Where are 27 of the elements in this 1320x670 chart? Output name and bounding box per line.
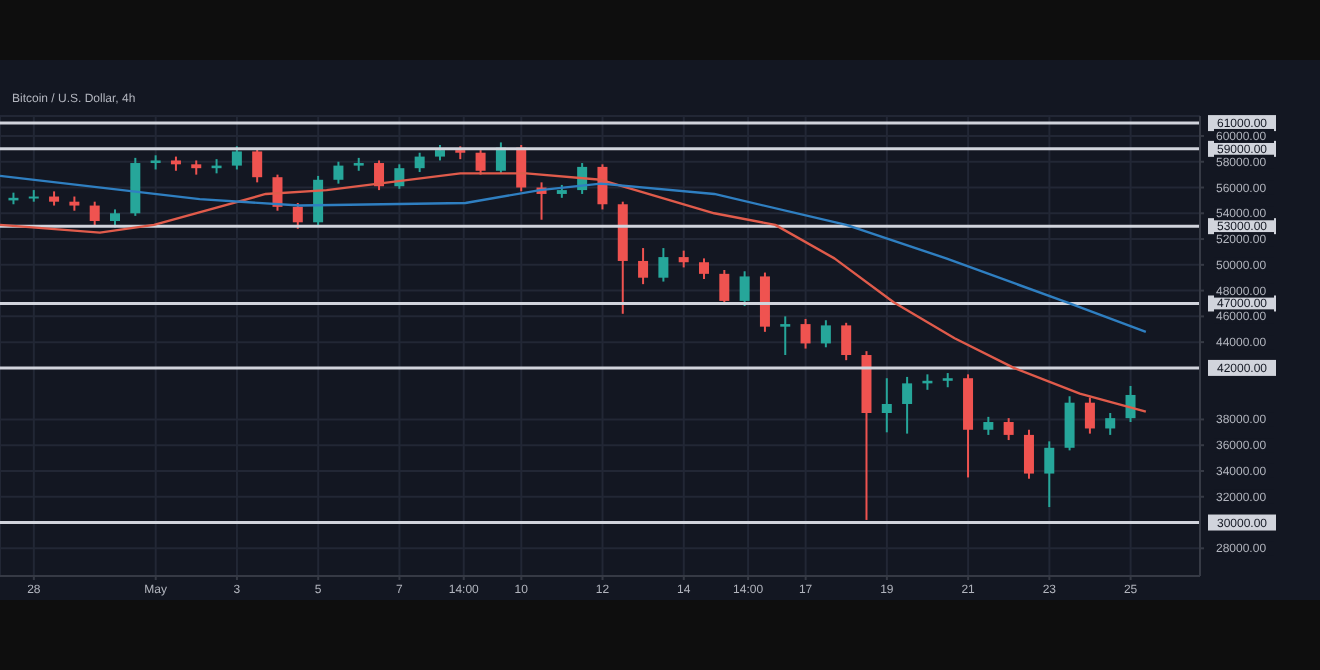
candlestick: [1105, 412, 1116, 436]
candlestick: [292, 201, 303, 230]
candlestick: [719, 268, 730, 306]
candlestick: [902, 375, 913, 435]
candlestick: [475, 149, 486, 176]
candlestick: [89, 200, 100, 228]
candlestick: [495, 141, 506, 175]
candlestick: [780, 315, 791, 357]
candlestick: [252, 147, 263, 184]
candlestick: [841, 321, 852, 362]
candlestick: [983, 415, 994, 436]
candlestick: [800, 317, 811, 350]
candlestick: [414, 151, 425, 174]
candlestick: [1044, 440, 1055, 509]
candlestick: [333, 160, 344, 185]
candlestick: [638, 247, 649, 286]
candlestick: [1084, 396, 1095, 435]
candlestick: [658, 247, 669, 283]
candlestick: [1003, 417, 1014, 442]
candlestick: [1064, 395, 1075, 452]
candlestick: [820, 319, 831, 349]
candlestick: [739, 270, 750, 308]
candlestick: [231, 145, 242, 171]
candlestick: [881, 377, 892, 434]
candlestick: [110, 208, 121, 229]
candlestick: [699, 257, 710, 280]
candlestick: [1023, 428, 1034, 480]
